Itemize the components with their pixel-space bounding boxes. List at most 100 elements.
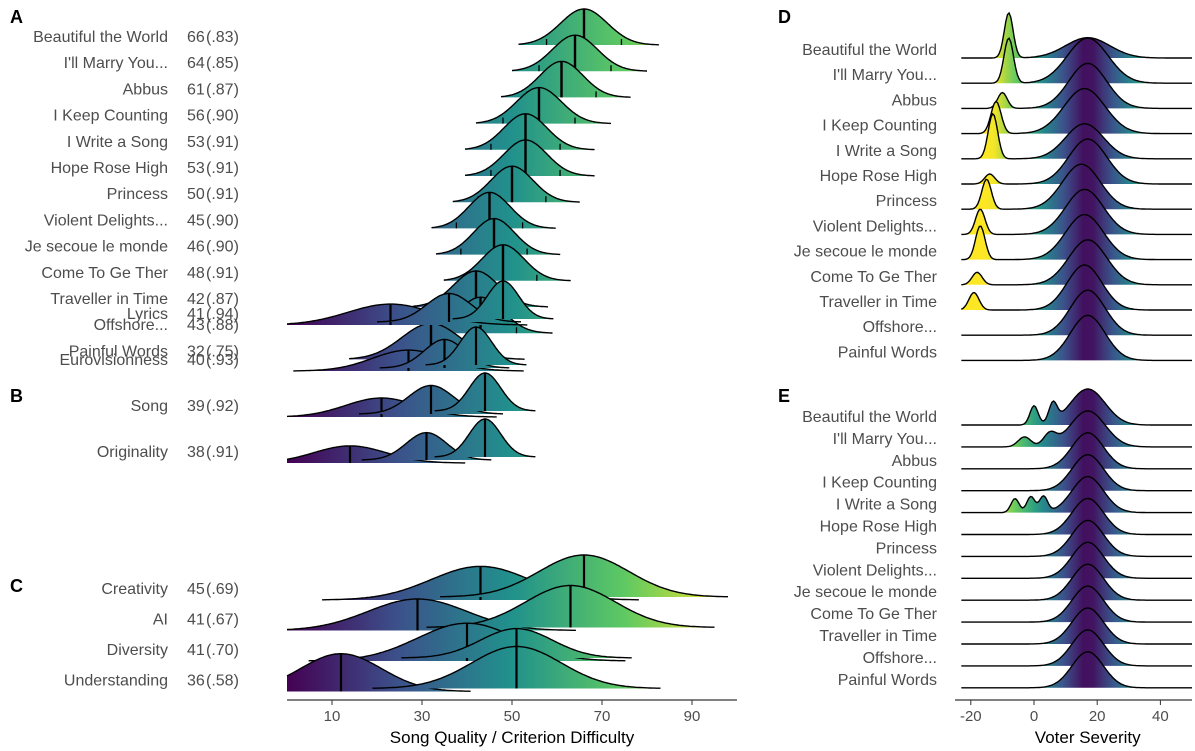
panel-b-row-song-component-1-outline xyxy=(286,397,497,418)
panel-d-row-beautiful-the-world-label: Beautiful the World xyxy=(802,42,937,59)
panel-b-row-originality-component-1-fill xyxy=(287,445,466,463)
panel-d-row-offshore-density-outline xyxy=(961,289,1192,336)
panel-d-row-i-keep-counting-density-outline xyxy=(961,87,1192,135)
panel-d-row-je-secoue-le-monde-density-outline xyxy=(961,213,1192,261)
panel-e-row-i-keep-counting-density-outline xyxy=(961,453,1192,492)
panel-a-row-beautiful-the-world-score: 66 xyxy=(187,29,205,46)
right-x-tick-label-0: 0 xyxy=(1030,708,1038,725)
panel-a-row-i-keep-counting-density-fill xyxy=(476,87,611,124)
panel-d-row-princess-label: Princess xyxy=(876,193,937,210)
panel-e-row-traveller-in-time-density-outline xyxy=(961,607,1192,645)
left-x-tick-label-70: 70 xyxy=(594,708,611,725)
panel-a-row-princess-reliability: (.91) xyxy=(206,186,239,203)
left-x-tick-label-10: 10 xyxy=(324,708,341,725)
panel-a-row-abbus-label: Abbus xyxy=(123,81,168,98)
panel-e-row-beautiful-the-world-density-fill xyxy=(961,389,1192,425)
panel-e-row-hope-rose-high-density-outline xyxy=(961,497,1192,536)
panel-a-row-i-keep-counting-label: I Keep Counting xyxy=(53,108,168,125)
panel-a-row-princess-score: 50 xyxy=(187,186,205,203)
panel-a-row-painful-words-label: Painful Words xyxy=(69,343,168,360)
panel-e-row-i-write-a-song-label: I Write a Song xyxy=(836,497,937,514)
panel-e-row-come-to-ge-ther-label: Come To Ge Ther xyxy=(810,606,937,623)
panel-a-row-hope-rose-high-reliability: (.91) xyxy=(206,160,239,177)
panel-b-row-lyrics-label: Lyrics xyxy=(127,306,168,323)
panel-a-row-traveller-in-time-label: Traveller in Time xyxy=(50,291,168,308)
panel-e-row-painful-words-label: Painful Words xyxy=(838,672,937,689)
panel-c-row-understanding-component-1-outline xyxy=(286,653,471,692)
panel-a-row-come-to-ge-ther-label: Come To Ge Ther xyxy=(41,265,168,282)
panel-e-row-traveller-in-time-density-fill xyxy=(961,608,1192,644)
panel-b-row-eurovisionness-reliability: (.93) xyxy=(206,352,239,369)
panel-e-row-je-secoue-le-monde-density-fill xyxy=(961,564,1192,601)
panel-c-row-ai-component-1-fill xyxy=(287,599,576,631)
panel-c-row-diversity-score: 41 xyxy=(187,642,205,659)
panel-e-row-beautiful-the-world-label: Beautiful the World xyxy=(802,409,937,426)
panel-b-letter: B xyxy=(10,386,23,406)
panel-c-letter: C xyxy=(10,576,23,596)
panel-e-row-i-keep-counting-density-fill xyxy=(961,454,1192,491)
panel-a-row-violent-delights-label: Violent Delights... xyxy=(44,212,168,229)
panel-e-row-je-secoue-le-monde-label: Je secoue le monde xyxy=(794,584,937,601)
panel-e-row-painful-words-density-outline xyxy=(961,651,1192,689)
panel-d-row-traveller-in-time-density-fill xyxy=(961,265,1192,310)
panel-b-row-originality-score: 38 xyxy=(187,444,205,461)
panel-e-row-violent-delights-label: Violent Delights... xyxy=(813,562,937,579)
panel-d-row-traveller-in-time-label: Traveller in Time xyxy=(819,294,937,311)
panel-e-row-i-ll-marry-you-density-fill xyxy=(961,410,1192,447)
panel-e-row-offshore-density-fill xyxy=(961,629,1192,666)
panel-e-row-i-write-a-song-density-outline xyxy=(961,475,1192,514)
panel-a-row-je-secoue-le-monde-label: Je secoue le monde xyxy=(25,239,168,256)
panel-d-row-violent-delights-label: Violent Delights... xyxy=(813,218,937,235)
panel-e-row-i-ll-marry-you-density-outline xyxy=(961,410,1192,448)
panel-a-row-traveller-in-time-reliability: (.87) xyxy=(206,291,239,308)
panel-d-letter: D xyxy=(778,7,791,27)
panel-a-row-violent-delights-density-fill xyxy=(431,192,556,229)
panel-e-row-painful-words-density-fill xyxy=(961,651,1192,688)
panel-a-row-i-ll-marry-you-density-outline xyxy=(511,34,647,72)
panel-e-row-i-keep-counting-label: I Keep Counting xyxy=(822,475,937,492)
panel-d-row-come-to-ge-ther-density-outline xyxy=(961,239,1192,286)
panel-e-row-hope-rose-high-label: Hope Rose High xyxy=(820,519,937,536)
panel-d-row-princess-density-fill xyxy=(961,164,1192,210)
panel-a-row-abbus-score: 61 xyxy=(187,81,205,98)
panel-d-row-hope-rose-high-density-outline xyxy=(961,138,1192,185)
right-x-tick-label-20: 20 xyxy=(1089,708,1106,725)
panel-d-row-abbus-label: Abbus xyxy=(892,92,937,109)
panel-b-row-song-score: 39 xyxy=(187,398,205,415)
panel-e-row-abbus-density-outline xyxy=(961,432,1192,470)
panel-a-row-je-secoue-le-monde-reliability: (.90) xyxy=(206,239,239,256)
panel-b-row-originality-label: Originality xyxy=(97,444,168,461)
right-x-axis-title: Voter Severity xyxy=(1035,728,1141,747)
panel-e-row-hope-rose-high-density-fill xyxy=(961,498,1192,535)
panel-a-row-beautiful-the-world-density-fill xyxy=(518,9,659,45)
panel-a-row-offshore-score: 43 xyxy=(187,317,205,334)
panel-a-row-i-write-a-song-label: I Write a Song xyxy=(67,134,168,151)
left-x-tick-label-90: 90 xyxy=(684,708,701,725)
panel-e-row-princess-density-outline xyxy=(961,519,1192,558)
panel-a-row-traveller-in-time-score: 42 xyxy=(187,291,205,308)
panel-b: B Lyrics 41 (.94) Eurovisionness 40 (.93) Song 3… xyxy=(10,280,554,464)
panel-e-row-princess-label: Princess xyxy=(876,540,937,557)
panel-b-row-lyrics-component-1-outline xyxy=(286,303,528,326)
axes: 10 30 50 70 90 Song Quality / Criterion Diffi… xyxy=(287,699,1192,747)
panel-e-row-je-secoue-le-monde-density-outline xyxy=(961,563,1192,601)
panel-d-row-je-secoue-le-monde-label: Je secoue le monde xyxy=(794,244,937,261)
panel-c-row-creativity-reliability: (.69) xyxy=(206,581,239,598)
panel-d-row-violent-delights-density-outline xyxy=(961,188,1192,236)
panel-a-row-violent-delights-density-outline xyxy=(431,191,556,229)
panel-d-row-princess-density-outline xyxy=(961,163,1192,210)
panel-a-row-i-write-a-song-reliability: (.91) xyxy=(206,134,239,151)
panel-c-row-creativity-score: 45 xyxy=(187,581,205,598)
panel-a-row-i-ll-marry-you-density-fill xyxy=(512,35,647,72)
panel-a-row-offshore-label: Offshore... xyxy=(94,317,168,334)
panel-a-row-come-to-ge-ther-reliability: (.91) xyxy=(206,265,239,282)
panel-d-row-traveller-in-time-density-outline xyxy=(961,264,1192,311)
panel-c-row-understanding-label: Understanding xyxy=(64,673,168,690)
panel-a-row-offshore-reliability: (.88) xyxy=(206,317,239,334)
panel-a-row-i-write-a-song-score: 53 xyxy=(187,134,205,151)
panel-a-row-beautiful-the-world-reliability: (.83) xyxy=(206,29,239,46)
panel-d-row-abbus-density-outline xyxy=(961,62,1192,110)
panel-d-row-painful-words-density-outline xyxy=(961,314,1192,362)
panel-a-letter: A xyxy=(10,7,23,27)
panel-a-row-hope-rose-high-density-outline xyxy=(464,139,595,177)
